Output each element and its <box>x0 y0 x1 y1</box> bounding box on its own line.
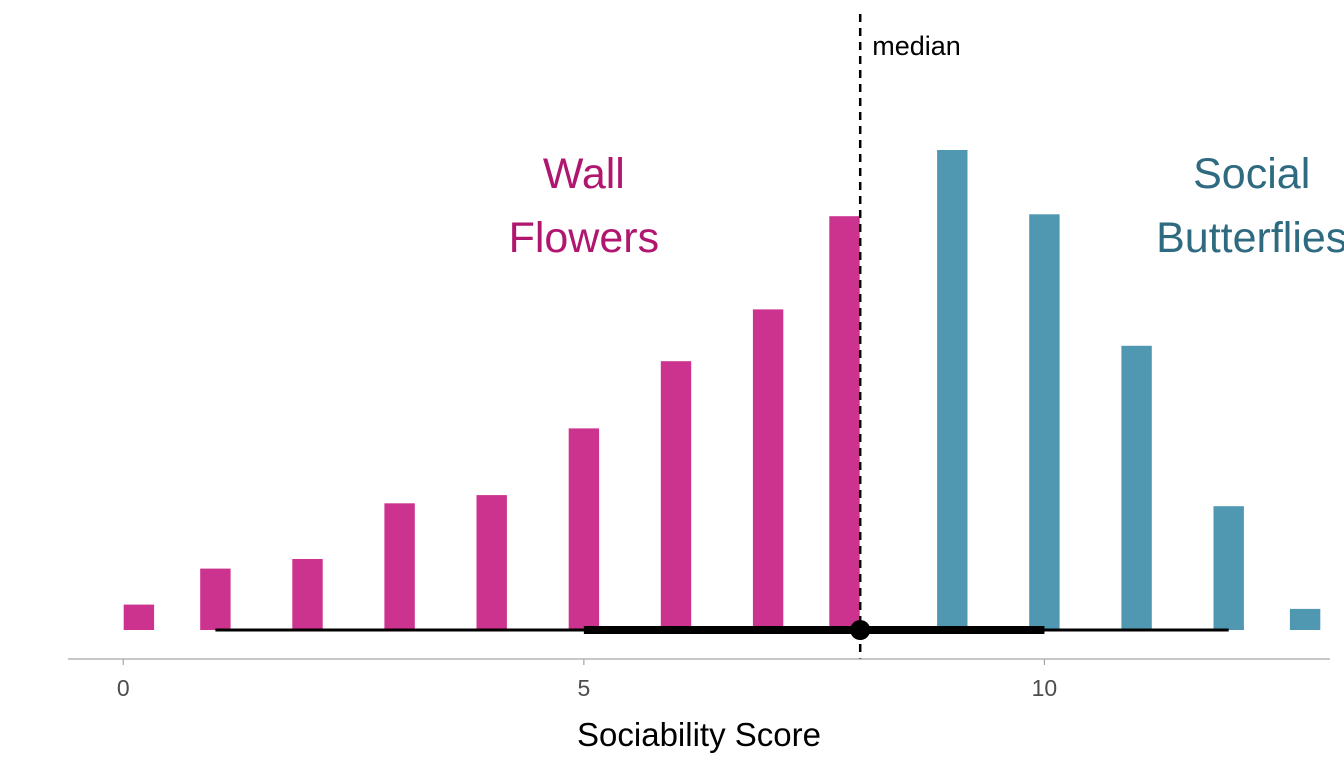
x-axis-ticks: 0 5 10 <box>117 659 1057 701</box>
bar-social_butterflies-0 <box>937 150 968 630</box>
bar-wall_flowers-7 <box>752 309 784 630</box>
bar-social_butterflies-2 <box>1121 345 1152 630</box>
bar-social_butterflies-1 <box>1029 214 1060 631</box>
median-label: median <box>872 31 961 61</box>
x-tick-label-10: 10 <box>1032 675 1058 701</box>
x-tick-label-0: 0 <box>117 675 130 701</box>
bar-social_butterflies-3 <box>1213 506 1244 630</box>
bar-wall_flowers-8 <box>829 216 860 630</box>
bars-layer <box>123 150 1321 631</box>
bar-social_butterflies-4 <box>1289 608 1321 630</box>
bar-wall_flowers-0 <box>123 604 155 630</box>
group-label-1: Social Butterflies <box>1156 150 1344 262</box>
group-label-line-0-0: Wall <box>543 150 625 198</box>
bar-wall_flowers-6 <box>660 361 692 630</box>
group-label-0: Wall Flowers <box>509 150 660 262</box>
group-label-line-1-0: Social <box>1193 150 1310 198</box>
interval-layer <box>215 620 1229 640</box>
bar-wall_flowers-4 <box>476 495 507 630</box>
bar-wall_flowers-2 <box>292 559 323 630</box>
bar-wall_flowers-5 <box>568 428 600 630</box>
x-axis-title: Sociability Score <box>577 716 821 753</box>
group-label-line-1-1: Butterflies <box>1156 214 1344 262</box>
annotations-layer: Wall Flowers Social Butterflies <box>509 150 1344 262</box>
bar-wall_flowers-1 <box>200 568 231 630</box>
x-tick-label-5: 5 <box>577 675 590 701</box>
bar-wall_flowers-3 <box>384 503 415 630</box>
group-label-line-0-1: Flowers <box>509 214 660 262</box>
